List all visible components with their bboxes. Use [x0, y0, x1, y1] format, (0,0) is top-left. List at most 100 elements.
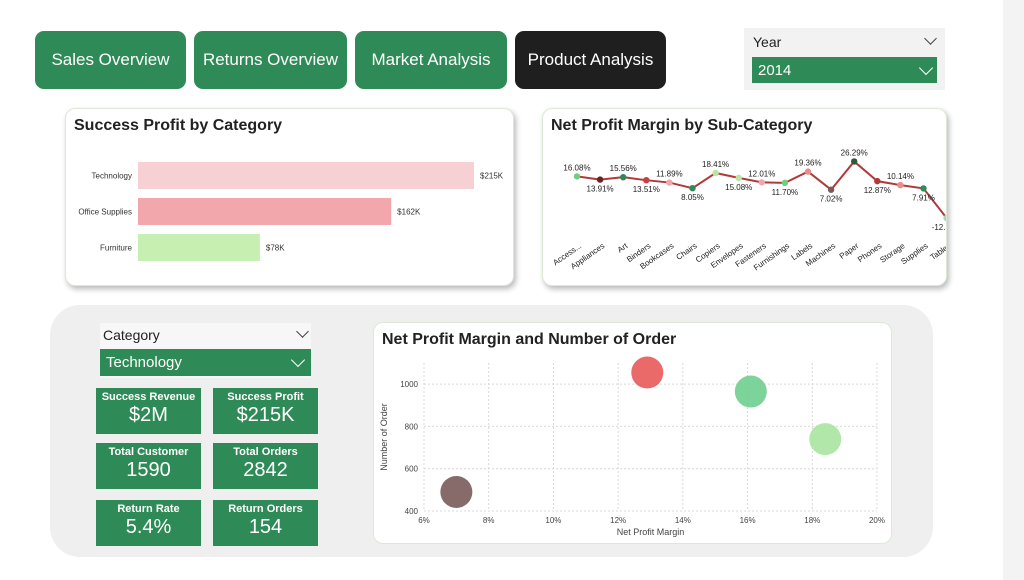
x-tick-label: 20%	[869, 516, 885, 525]
scatter-bubble	[440, 475, 473, 508]
chevron-down-icon	[918, 60, 934, 76]
bar	[138, 198, 392, 225]
bar-chart: Technology $215K Office Supplies $162K Furni…	[78, 162, 504, 261]
data-label: 16.08%	[563, 163, 590, 172]
y-axis-label: Number of Order	[379, 403, 389, 471]
bar-category-label: Furniture	[100, 244, 133, 253]
category-slicer: Category Technology	[100, 323, 311, 378]
line-point	[943, 214, 946, 222]
category-value: Technology	[106, 354, 182, 371]
x-tick-label: Phones	[856, 241, 883, 264]
bar-value-label: $78K	[266, 244, 285, 253]
data-label: 19.36%	[794, 159, 821, 168]
y-tick-label: 800	[405, 422, 419, 431]
kpi-return-rate: Return Rate 5.4%	[96, 500, 201, 546]
data-label: -12.30%	[932, 223, 946, 232]
line-point	[781, 179, 789, 187]
scatter-title: Net Profit Margin and Number of Order	[382, 331, 677, 348]
year-dropdown[interactable]: 2014	[752, 57, 937, 83]
kpi-label: Success Profit	[227, 391, 304, 403]
year-value: 2014	[758, 61, 792, 79]
x-tick-label: 18%	[804, 516, 820, 525]
kpi-label: Success Revenue	[101, 391, 196, 403]
kpi-value: 1590	[126, 459, 171, 481]
line-point	[897, 181, 904, 189]
x-tick-label: Tables	[929, 241, 946, 262]
x-tick-label: 10%	[545, 516, 561, 525]
line-chart: 16.08%Access...13.91%Appliances15.56%Art…	[551, 148, 946, 272]
bar-value-label: $215K	[480, 172, 504, 181]
bar-chart-title: Success Profit by Category	[74, 117, 283, 134]
scatter-bubble	[631, 356, 664, 389]
line-point	[573, 173, 581, 180]
kpi-label: Return Rate	[117, 503, 180, 515]
kpi-total-orders: Total Orders 2842	[213, 443, 318, 489]
chevron-down-icon[interactable]	[924, 32, 937, 45]
line-point	[804, 168, 812, 175]
line-point	[643, 176, 650, 184]
kpi-success-revenue: Success Revenue $2M	[96, 388, 201, 434]
kpi-return-orders: Return Orders 154	[213, 500, 318, 546]
chevron-down-icon[interactable]	[296, 325, 309, 338]
scatter-chart: 6% 8% 10% 12% 14% 16% 18% 20% 400 600 800 1000 Net P…	[379, 356, 885, 537]
line-chart-title: Net Profit Margin by Sub-Category	[551, 117, 813, 134]
kpi-value: $2M	[129, 404, 168, 426]
tab-product-analysis[interactable]: Product Analysis	[515, 31, 666, 89]
success-profit-card: Success Profit by Category Technology $21…	[65, 108, 514, 286]
bar	[138, 162, 474, 189]
bar-value-label: $162K	[397, 208, 421, 217]
line-point	[920, 185, 927, 192]
tab-market-analysis[interactable]: Market Analysis	[355, 31, 507, 89]
data-label: 11.70%	[772, 188, 799, 197]
kpi-value: $215K	[236, 404, 295, 426]
x-tick-label: 8%	[483, 516, 495, 525]
data-label: 15.56%	[610, 164, 637, 173]
y-tick-label: 1000	[400, 380, 418, 389]
category-dropdown[interactable]: Technology	[100, 349, 311, 376]
line-point	[874, 177, 881, 185]
x-tick-label: 16%	[740, 516, 756, 525]
line-point	[735, 174, 742, 182]
line-point	[596, 176, 604, 183]
kpi-success-profit: Success Profit $215K	[213, 388, 318, 434]
x-tick-label: 14%	[675, 516, 691, 525]
kpi-total-customer: Total Customer 1590	[96, 443, 201, 489]
x-tick-label: Art	[616, 241, 630, 255]
kpi-value: 2842	[243, 459, 288, 481]
year-slicer-title: Year	[753, 34, 782, 50]
kpi-label: Return Orders	[228, 503, 303, 515]
kpi-label: Total Customer	[108, 446, 189, 458]
x-tick-label: 6%	[418, 516, 430, 525]
kpi-value: 154	[248, 516, 283, 538]
data-label: 11.89%	[656, 170, 683, 179]
line-point	[827, 186, 835, 193]
right-scroll-edge	[1003, 0, 1024, 580]
scatter-bubble	[734, 375, 767, 408]
data-label: 26.29%	[841, 148, 868, 157]
data-label: 10.14%	[887, 172, 914, 181]
kpi-label: Total Orders	[233, 446, 298, 458]
data-label: 7.02%	[820, 195, 843, 204]
y-tick-label: 400	[405, 507, 419, 516]
data-label: 7.91%	[912, 193, 935, 202]
scatter-card: Net Profit Margin and Number of Order 6%…	[373, 322, 892, 544]
line-point	[712, 169, 719, 177]
data-label: 18.41%	[702, 160, 729, 169]
chevron-down-icon	[290, 352, 306, 368]
net-profit-margin-card: Net Profit Margin by Sub-Category 16.08%…	[542, 108, 947, 286]
y-tick-label: 600	[405, 465, 419, 474]
tab-returns-overview[interactable]: Returns Overview	[194, 31, 347, 89]
year-slicer: Year 2014	[744, 28, 945, 90]
data-label: 12.01%	[748, 169, 775, 178]
scatter-bubble	[809, 423, 842, 456]
data-label: 13.91%	[587, 185, 614, 194]
bar	[138, 234, 260, 261]
bar-category-label: Technology	[92, 172, 132, 181]
data-label: 8.05%	[681, 193, 704, 202]
line-point	[758, 179, 765, 186]
line-point	[620, 173, 627, 181]
kpi-value: 5.4%	[125, 516, 172, 538]
tab-sales-overview[interactable]: Sales Overview	[35, 31, 186, 89]
data-label: 13.51%	[633, 185, 660, 194]
bar-category-label: Office Supplies	[78, 208, 132, 217]
